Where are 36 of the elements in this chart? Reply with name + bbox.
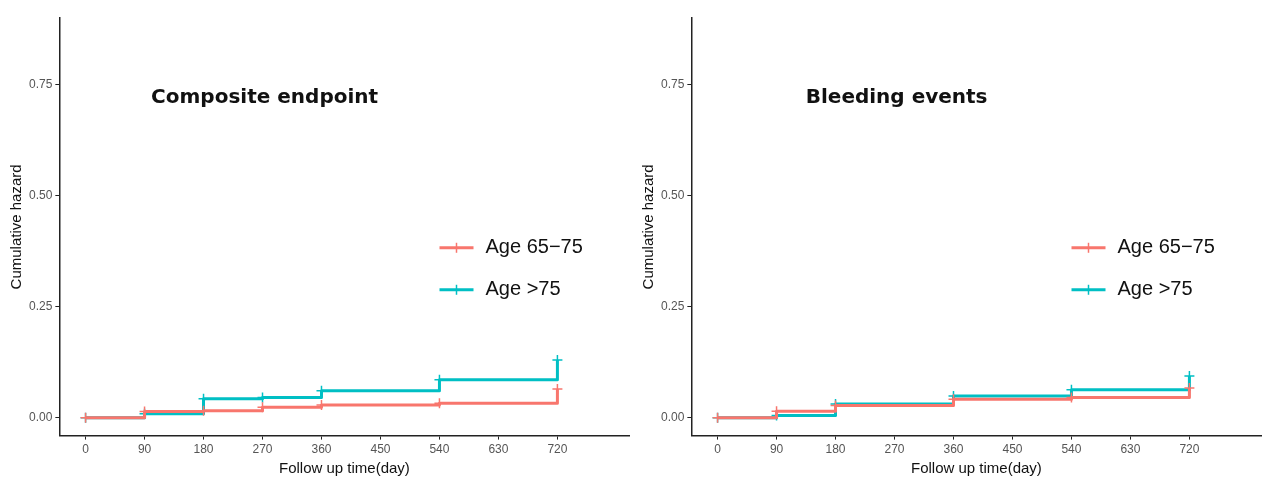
legend-label: Age 65−75 <box>1117 235 1215 258</box>
x-axis-title: Follow up time(day) <box>278 459 410 477</box>
y-tick-label: 0.25 <box>29 299 53 314</box>
x-tick-label: 630 <box>1120 442 1141 457</box>
y-tick-label: 0.00 <box>29 410 53 425</box>
x-tick-label: 630 <box>488 442 509 457</box>
y-axis-title: Cumulative hazard <box>7 164 25 290</box>
x-tick-label: 0 <box>714 442 722 457</box>
x-tick-label: 450 <box>1002 442 1023 457</box>
x-tick-label: 270 <box>252 442 273 457</box>
x-tick-label: 450 <box>370 442 391 457</box>
y-tick-label: 0.25 <box>661 299 685 314</box>
legend-label: Age 65−75 <box>485 235 583 258</box>
x-axis-title: Follow up time(day) <box>910 459 1042 477</box>
legend-label: Age >75 <box>1117 277 1193 300</box>
x-tick-label: 360 <box>943 442 964 457</box>
x-tick-label: 360 <box>311 442 332 457</box>
text: Composite endpoint <box>151 83 379 108</box>
x-tick-label: 180 <box>193 442 214 457</box>
y-tick-label: 0.00 <box>661 410 685 425</box>
x-tick-label: 90 <box>769 442 784 457</box>
x-tick-label: 0 <box>82 442 90 457</box>
x-tick-label: 540 <box>429 442 450 457</box>
x-tick-label: 720 <box>1179 442 1200 457</box>
y-tick-label: 0.75 <box>29 77 53 92</box>
x-tick-label: 90 <box>137 442 152 457</box>
x-tick-label: 540 <box>1061 442 1082 457</box>
y-tick-label: 0.75 <box>661 77 685 92</box>
y-tick-label: 0.50 <box>661 188 685 203</box>
y-axis-title: Cumulative hazard <box>639 164 657 290</box>
text: Bleeding events <box>805 83 988 108</box>
x-tick-label: 180 <box>825 442 846 457</box>
y-tick-label: 0.50 <box>29 188 53 203</box>
x-tick-label: 720 <box>547 442 568 457</box>
x-tick-label: 270 <box>884 442 905 457</box>
legend-label: Age >75 <box>485 277 561 300</box>
